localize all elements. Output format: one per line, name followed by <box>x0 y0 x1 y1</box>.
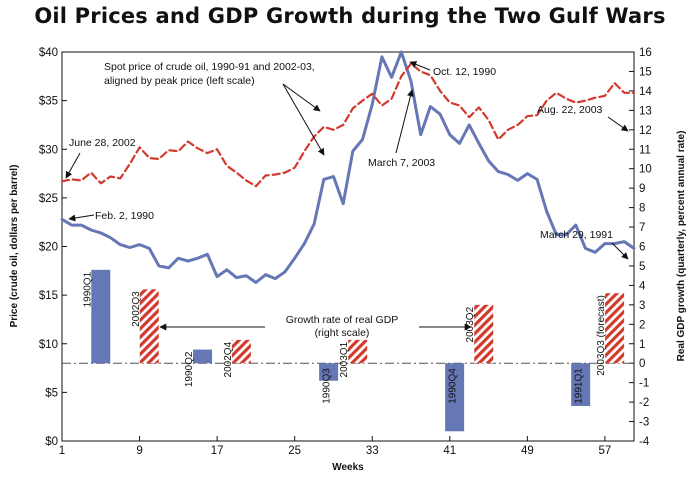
march-1991-arrow <box>611 242 629 260</box>
left-axis-ticks: $0 $5 $10 $15 $20 $25 $30 $35 $40 <box>39 47 67 448</box>
spot-price-label-line2: aligned by peak price (left scale) <box>104 75 255 87</box>
x-tick-label: 9 <box>136 445 142 457</box>
right-tick-label: 13 <box>639 105 652 117</box>
left-tick-label: $40 <box>39 47 58 59</box>
right-tick-label: 16 <box>639 47 652 59</box>
right-tick-label: -1 <box>639 378 649 390</box>
gdp-bar-label: 2003Q1 <box>339 341 350 377</box>
spot-arrow-2 <box>282 83 325 156</box>
gdp-bar-label: 1990Q3 <box>322 368 333 404</box>
price-line-2002-03 <box>60 62 636 188</box>
right-tick-label: 15 <box>639 66 652 78</box>
oct-1990-label: Oct. 12, 1990 <box>433 66 496 78</box>
gdp-bar-label: 1990Q2 <box>184 351 195 387</box>
march-2003-arrow <box>395 89 414 154</box>
x-axis-ticks: 1 9 17 25 33 41 49 57 <box>59 436 612 457</box>
gdp-bars: 1990Q1 2002Q3 1990Q2 2002Q4 1990Q3 2003Q1 1990… <box>82 269 625 432</box>
right-tick-label: 10 <box>639 164 652 176</box>
gdp-bar <box>193 349 213 364</box>
gdp-bar-label: 1991Q1 <box>574 368 585 404</box>
x-tick-label: 25 <box>288 445 301 457</box>
chart-title: Oil Prices and GDP Growth during the Two… <box>34 4 666 28</box>
june-2002-arrow <box>65 152 81 179</box>
right-tick-label: 14 <box>639 86 652 98</box>
left-tick-label: $0 <box>45 436 58 448</box>
gdp-bar-label: 2002Q4 <box>223 341 234 377</box>
right-tick-label: 6 <box>639 242 645 254</box>
gdp-label-line2: (right scale) <box>315 327 370 339</box>
right-tick-label: 2 <box>639 319 645 331</box>
right-tick-label: 8 <box>639 203 645 215</box>
left-tick-label: $30 <box>39 144 58 156</box>
x-tick-label: 1 <box>59 445 65 457</box>
x-tick-label: 49 <box>521 445 534 457</box>
right-tick-label: -4 <box>639 436 650 448</box>
price-lines <box>60 50 636 284</box>
gdp-bar <box>474 304 494 364</box>
right-tick-label: 12 <box>639 125 652 137</box>
gdp-bar-label: 2002Q3 <box>131 291 142 327</box>
right-tick-label: 1 <box>639 339 645 351</box>
spot-arrow-1 <box>282 83 321 112</box>
right-tick-label: 3 <box>639 300 645 312</box>
x-tick-label: 57 <box>599 445 612 457</box>
gdp-bar <box>571 363 591 406</box>
gdp-bar-label: 2003Q2 <box>465 306 476 342</box>
right-tick-label: 4 <box>639 280 646 292</box>
left-tick-label: $15 <box>39 290 58 302</box>
gdp-bar <box>605 293 625 364</box>
gdp-bar <box>445 363 465 432</box>
x-axis-label: Weeks <box>332 462 364 473</box>
x-tick-label: 17 <box>211 445 224 457</box>
oct-1990-arrow <box>409 61 431 71</box>
x-tick-label: 41 <box>443 445 456 457</box>
gdp-bar-label: 1990Q1 <box>82 271 93 307</box>
feb-1990-arrow <box>68 214 95 222</box>
gdp-bar <box>139 289 159 364</box>
right-tick-label: -3 <box>639 417 649 429</box>
gdp-bar-label: 1990Q4 <box>448 368 459 404</box>
spot-price-label-line1: Spot price of crude oil, 1990-91 and 200… <box>104 61 315 73</box>
gdp-bar <box>348 339 368 364</box>
left-tick-label: $25 <box>39 193 58 205</box>
gdp-bar <box>91 269 111 364</box>
gdp-bar-label: 2003Q3 (forecast) <box>596 295 607 376</box>
march-2003-label: March 7, 2003 <box>368 157 435 169</box>
price-line-1990-91 <box>60 50 636 284</box>
x-tick-label: 33 <box>366 445 379 457</box>
left-tick-label: $20 <box>39 242 58 254</box>
left-tick-label: $5 <box>45 387 58 399</box>
aug-2003-label: Aug. 22, 2003 <box>537 104 603 116</box>
right-tick-label: 0 <box>639 358 645 370</box>
gdp-bar <box>319 363 339 381</box>
left-axis-label: Price (crude oil, dollars per barrel) <box>9 165 20 328</box>
june-2002-label: June 28, 2002 <box>69 137 136 149</box>
right-tick-label: 7 <box>639 222 645 234</box>
march-1991-label: March 29, 1991 <box>540 229 613 241</box>
left-tick-label: $35 <box>39 96 58 108</box>
right-tick-label: 5 <box>639 261 645 273</box>
gdp-label-line1: Growth rate of real GDP <box>286 314 399 326</box>
aug-2003-arrow <box>607 116 629 132</box>
gdp-bar <box>231 339 251 364</box>
right-tick-label: 11 <box>639 144 651 156</box>
right-tick-label: -2 <box>639 397 649 409</box>
left-tick-label: $10 <box>39 339 58 351</box>
right-tick-label: 9 <box>639 183 645 195</box>
feb-1990-label: Feb. 2, 1990 <box>95 210 154 222</box>
right-axis-label: Real GDP growth (quarterly, percent annu… <box>676 131 687 362</box>
